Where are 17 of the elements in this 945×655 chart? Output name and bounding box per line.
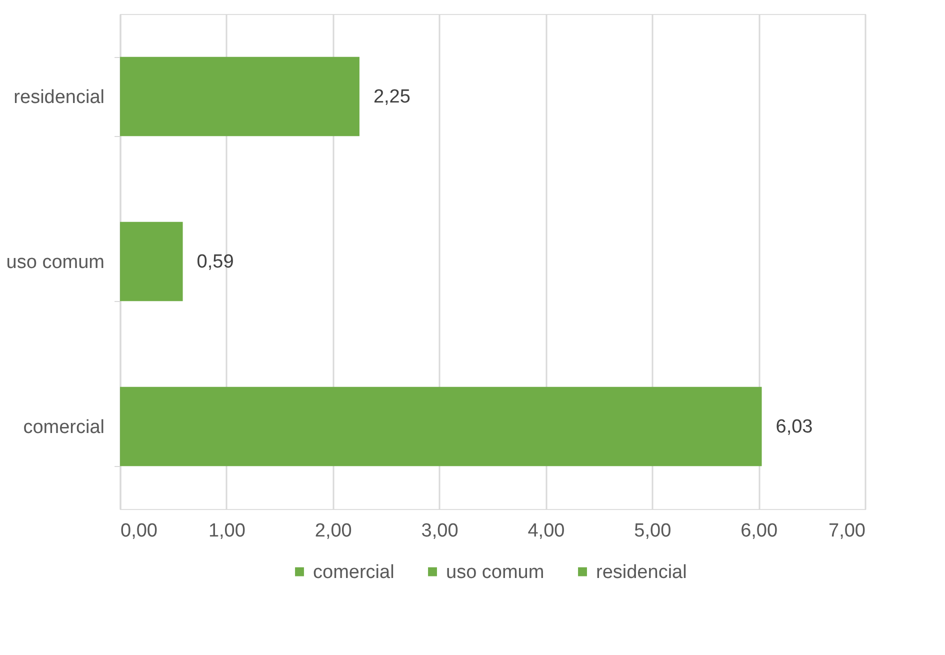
y-tick-label: comercial	[23, 417, 104, 438]
data-label: 2,25	[373, 86, 410, 108]
legend-label: comercial	[313, 562, 394, 583]
x-tick-label: 7,00	[828, 520, 866, 542]
x-tick-label: 3,00	[421, 520, 458, 542]
x-tick-label: 6,00	[740, 520, 778, 542]
data-label: 6,03	[776, 416, 813, 438]
legend-label: uso comum	[446, 562, 544, 583]
y-tick-label: residencial	[14, 87, 104, 108]
x-tick-label: 1,00	[208, 520, 246, 542]
x-tick-label: 0,00	[120, 520, 158, 542]
x-tick-label: 2,00	[314, 520, 352, 542]
y-tick-label: uso comum	[6, 252, 104, 273]
legend-label: residencial	[596, 562, 687, 583]
x-tick-label: 4,00	[528, 520, 565, 542]
x-tick-label: 5,00	[634, 520, 672, 542]
data-label: 0,59	[196, 252, 234, 272]
